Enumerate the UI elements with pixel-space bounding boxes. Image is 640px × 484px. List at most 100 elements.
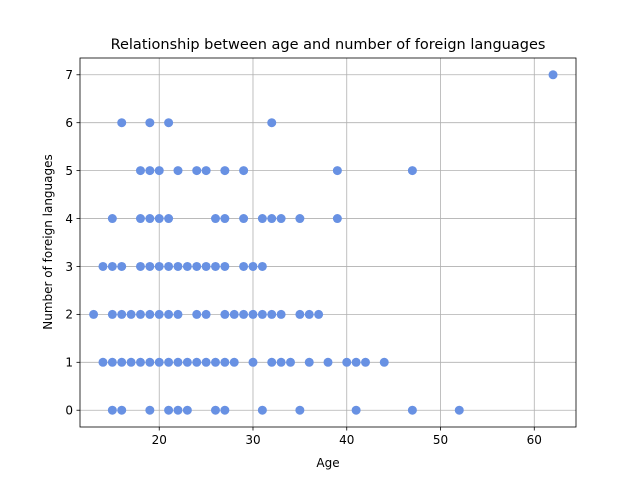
data-point: [173, 405, 183, 415]
x-tick-label: 60: [527, 433, 542, 447]
data-point: [295, 214, 305, 224]
data-point: [257, 405, 267, 415]
data-point: [164, 118, 174, 128]
data-point: [145, 214, 155, 224]
data-point: [229, 357, 239, 367]
y-tick-label: 7: [65, 68, 73, 82]
data-point: [135, 309, 145, 319]
data-point: [332, 166, 342, 176]
data-point: [192, 261, 202, 271]
y-axis-label: Number of foreign languages: [41, 154, 55, 330]
data-point: [164, 309, 174, 319]
data-point: [220, 309, 230, 319]
data-point: [407, 166, 417, 176]
y-tick-label: 6: [65, 116, 73, 130]
data-point: [239, 214, 249, 224]
data-point: [145, 166, 155, 176]
y-tick-label: 4: [65, 212, 73, 226]
x-tick-label: 30: [245, 433, 260, 447]
data-point: [407, 405, 417, 415]
data-point: [154, 166, 164, 176]
data-point: [201, 261, 211, 271]
data-point: [295, 309, 305, 319]
data-point: [210, 214, 220, 224]
data-point: [323, 357, 333, 367]
data-point: [239, 166, 249, 176]
data-point: [145, 357, 155, 367]
plot-frame: [79, 57, 577, 428]
data-point: [154, 214, 164, 224]
data-point: [164, 261, 174, 271]
x-axis-label: Age: [316, 456, 339, 470]
data-point: [145, 118, 155, 128]
data-point: [295, 405, 305, 415]
data-point: [201, 166, 211, 176]
data-point: [135, 166, 145, 176]
data-point: [117, 309, 127, 319]
data-point: [342, 357, 352, 367]
data-point: [239, 261, 249, 271]
data-point: [173, 309, 183, 319]
data-point: [304, 357, 314, 367]
y-tick-label: 2: [65, 308, 73, 322]
data-point: [117, 118, 127, 128]
x-tick-label: 20: [152, 433, 167, 447]
data-point: [248, 309, 258, 319]
data-point: [351, 405, 361, 415]
data-point: [117, 357, 127, 367]
data-point: [135, 214, 145, 224]
data-point: [314, 309, 324, 319]
data-point: [248, 261, 258, 271]
data-point: [220, 357, 230, 367]
data-point: [192, 166, 202, 176]
data-point: [285, 357, 295, 367]
y-tick-label: 5: [65, 164, 73, 178]
data-point: [117, 405, 127, 415]
data-point: [145, 261, 155, 271]
data-point: [220, 214, 230, 224]
data-point: [220, 405, 230, 415]
data-point: [107, 405, 117, 415]
data-point: [201, 357, 211, 367]
data-point: [107, 357, 117, 367]
data-point: [107, 261, 117, 271]
data-point: [107, 214, 117, 224]
data-point: [267, 214, 277, 224]
data-point: [135, 261, 145, 271]
data-point: [220, 261, 230, 271]
data-point: [201, 309, 211, 319]
data-point: [229, 309, 239, 319]
data-point: [192, 309, 202, 319]
data-points: [89, 70, 558, 415]
data-point: [239, 309, 249, 319]
data-point: [164, 357, 174, 367]
data-point: [98, 261, 108, 271]
data-point: [276, 357, 286, 367]
data-point: [164, 214, 174, 224]
data-point: [361, 357, 371, 367]
data-point: [173, 357, 183, 367]
data-point: [126, 309, 136, 319]
data-point: [182, 357, 192, 367]
data-point: [210, 357, 220, 367]
data-point: [182, 261, 192, 271]
data-point: [276, 309, 286, 319]
data-point: [276, 214, 286, 224]
x-tick-label: 40: [339, 433, 354, 447]
grid-lines: [80, 58, 576, 427]
y-tick-label: 0: [65, 404, 73, 418]
data-point: [332, 214, 342, 224]
data-point: [257, 309, 267, 319]
data-point: [267, 357, 277, 367]
data-point: [89, 309, 99, 319]
data-point: [257, 261, 267, 271]
data-point: [173, 261, 183, 271]
data-point: [351, 357, 361, 367]
data-point: [173, 166, 183, 176]
data-point: [135, 357, 145, 367]
y-axis-ticks: 0 1 2 3 4 5 6 7: [65, 68, 80, 418]
data-point: [154, 309, 164, 319]
data-point: [304, 309, 314, 319]
